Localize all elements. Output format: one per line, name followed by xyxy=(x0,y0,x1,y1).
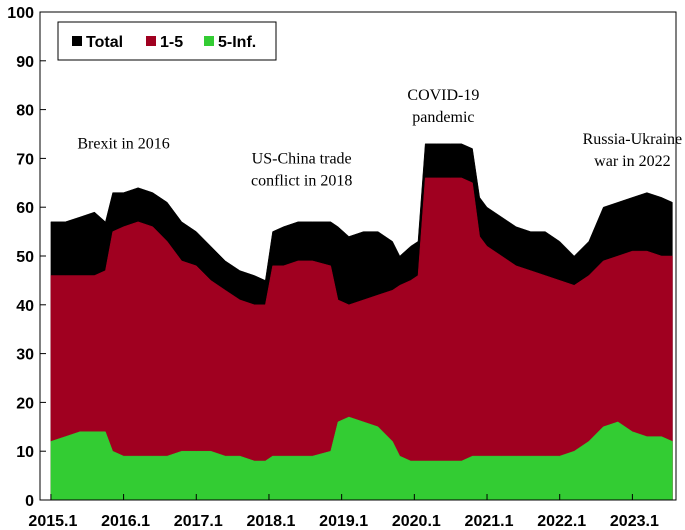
area-series-2 xyxy=(50,416,673,501)
annotation-3-line-1: war in 2022 xyxy=(594,153,670,170)
x-tick-label-6: 2021.1 xyxy=(465,513,514,530)
annotation-0: Brexit in 2016 xyxy=(77,136,169,153)
legend-label-1: 1-5 xyxy=(160,34,183,51)
y-tick-label-7: 70 xyxy=(16,151,34,168)
area-series-1 xyxy=(50,177,673,501)
annotation-1-line-1: conflict in 2018 xyxy=(251,172,352,189)
annotation-1: US-China trade conflict in 2018 xyxy=(251,150,352,189)
legend-swatch-2 xyxy=(204,36,214,46)
x-tick-label-2: 2017.1 xyxy=(174,513,223,530)
annotations: Brexit in 2016 US-China trade conflict in … xyxy=(77,87,682,189)
x-tick-label-3: 2018.1 xyxy=(246,513,295,530)
annotation-2-line-0: COVID-19 xyxy=(407,87,479,104)
y-tick-label-6: 60 xyxy=(16,200,34,217)
y-axis: 0 10 20 30 40 50 60 70 80 90 100 xyxy=(7,5,46,510)
x-tick-label-1: 2016.1 xyxy=(101,513,150,530)
y-tick-label-8: 80 xyxy=(16,103,34,120)
y-tick-label-5: 50 xyxy=(16,249,34,266)
y-tick-label-3: 30 xyxy=(16,347,34,364)
legend-box xyxy=(57,21,277,61)
annotation-0-line-0: Brexit in 2016 xyxy=(77,136,169,153)
annotation-1-line-0: US-China trade xyxy=(252,150,352,167)
legend-swatch-1 xyxy=(146,36,156,46)
chart-areas xyxy=(50,143,673,501)
legend: Total 1-5 5-Inf. xyxy=(57,21,277,61)
x-tick-label-7: 2022.1 xyxy=(537,513,586,530)
x-tick-label-4: 2019.1 xyxy=(319,513,368,530)
y-tick-label-10: 100 xyxy=(7,5,34,22)
y-tick-label-1: 10 xyxy=(16,444,34,461)
y-tick-label-0: 0 xyxy=(25,493,34,510)
y-tick-label-2: 20 xyxy=(16,395,34,412)
y-tick-label-4: 40 xyxy=(16,298,34,315)
legend-label-2: 5-Inf. xyxy=(218,34,256,51)
legend-swatch-0 xyxy=(72,36,82,46)
y-tick-label-9: 90 xyxy=(16,54,34,71)
x-tick-label-5: 2020.1 xyxy=(392,513,441,530)
legend-label-0: Total xyxy=(86,34,123,51)
x-axis: 2015.1 2016.1 2017.1 2018.1 2019.1 2020.1 2021… xyxy=(28,494,659,530)
annotation-3: Russia-Ukraine war in 2022 xyxy=(583,131,683,170)
annotation-3-line-0: Russia-Ukraine xyxy=(583,131,683,148)
annotation-2-line-1: pandemic xyxy=(412,109,474,126)
annotation-2: COVID-19 pandemic xyxy=(407,87,479,126)
x-tick-label-0: 2015.1 xyxy=(28,513,77,530)
x-tick-label-8: 2023.1 xyxy=(610,513,659,530)
